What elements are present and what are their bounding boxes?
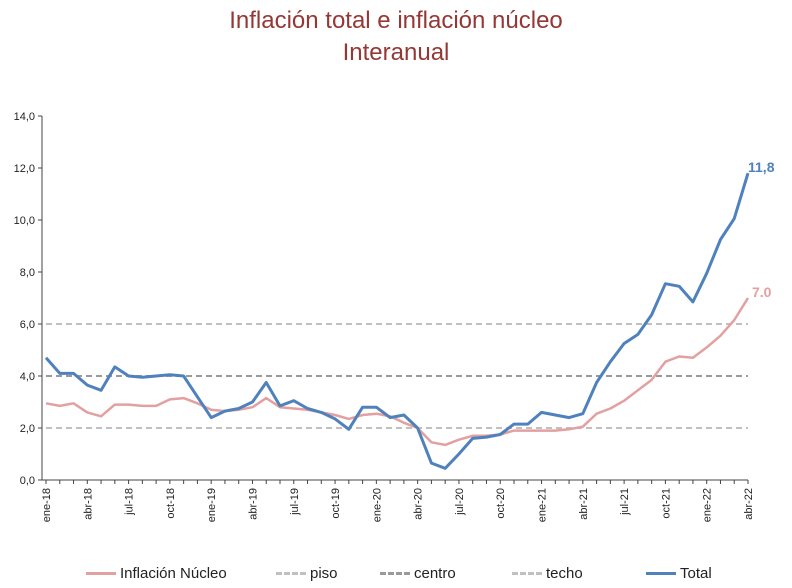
legend-item: centro <box>380 562 456 584</box>
y-tick-label: 2,0 <box>20 423 35 435</box>
series-line-inflaci-n-n-cleo <box>45 297 750 447</box>
x-tick-label: jul-19 <box>289 488 301 516</box>
y-tick-label: 14,0 <box>14 111 35 123</box>
x-tick-label: jul-20 <box>454 488 466 516</box>
x-tick-label: abr-19 <box>247 488 259 520</box>
y-tick-label: 6,0 <box>20 319 35 331</box>
x-tick-label: oct-18 <box>165 488 177 519</box>
legend-item: techo <box>512 562 583 584</box>
y-tick-label: 12,0 <box>14 163 35 175</box>
y-tick-label: 10,0 <box>14 215 35 227</box>
y-tick-label: 4,0 <box>20 371 35 383</box>
chart-title: Inflación total e inflación núcleo <box>229 7 563 34</box>
chart-legend: Inflación Núcleo piso centro techo Total <box>0 562 792 584</box>
x-tick-label: jul-21 <box>619 488 631 516</box>
x-tick-label: abr-18 <box>82 488 94 520</box>
legend-label: techo <box>546 564 583 582</box>
x-tick-label: abr-21 <box>578 488 590 520</box>
series-line-total <box>44 172 750 470</box>
x-tick-label: ene-18 <box>41 488 53 522</box>
legend-swatch <box>276 571 306 575</box>
x-tick-label: ene-22 <box>702 488 714 522</box>
legend-label: centro <box>414 564 456 582</box>
x-tick-label: oct-20 <box>495 488 507 519</box>
legend-item: Inflación Núcleo <box>86 562 227 584</box>
x-tick-label: ene-21 <box>537 488 549 522</box>
legend-label: piso <box>310 564 338 582</box>
x-tick-label: oct-21 <box>660 488 672 519</box>
x-tick-label: jul-18 <box>124 488 136 516</box>
legend-swatch <box>86 571 116 575</box>
legend-item: piso <box>276 562 338 584</box>
line-chart: 0,0 2,0 4,0 6,0 8,0 10,0 12,0 14,0 ene-18 abr-18 j… <box>14 111 775 522</box>
legend-swatch <box>380 571 410 575</box>
x-tick-label: ene-20 <box>371 488 383 522</box>
legend-item: Total <box>646 562 712 584</box>
legend-label: Total <box>680 564 712 582</box>
data-label: 11,8 <box>748 159 775 175</box>
y-tick-label: 0,0 <box>20 475 35 487</box>
data-label: 7.0 <box>752 284 772 300</box>
chart-subtitle: Interanual <box>342 39 450 66</box>
x-tick-label: abr-22 <box>743 488 755 520</box>
legend-swatch <box>512 571 542 575</box>
legend-label: Inflación Núcleo <box>120 564 227 582</box>
x-tick-label: oct-19 <box>330 488 342 519</box>
legend-swatch <box>646 571 676 575</box>
y-tick-label: 8,0 <box>20 267 35 279</box>
x-tick-label: ene-19 <box>206 488 218 522</box>
x-tick-label: abr-20 <box>413 488 425 520</box>
